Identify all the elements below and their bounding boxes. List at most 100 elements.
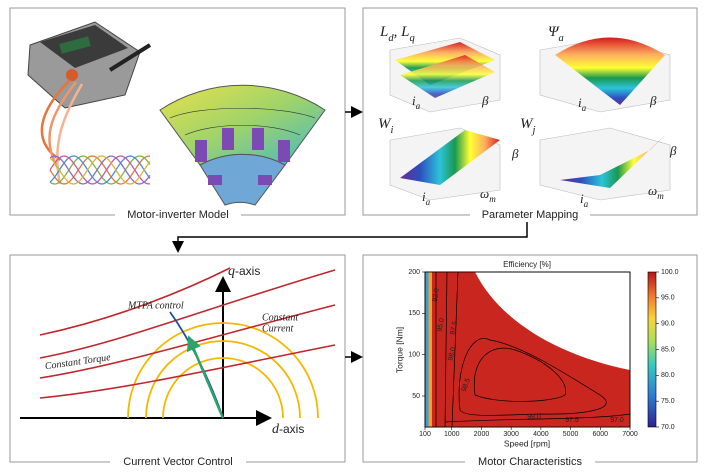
- surface: [400, 55, 495, 98]
- contour-line: [458, 338, 607, 416]
- colorbar-tick-label: 90.0: [661, 321, 675, 328]
- surface-title: Ψa: [548, 24, 564, 43]
- axis-label: q-axis: [228, 264, 260, 279]
- axis-label-part: -axis: [279, 422, 304, 436]
- current-circle: [162, 357, 284, 419]
- axis-label-part: a: [582, 103, 587, 113]
- waveform: [49, 155, 150, 185]
- inverter-cable: [108, 43, 152, 72]
- waveform: [49, 155, 151, 185]
- caption-background: [465, 455, 595, 469]
- axis-label-part: i: [580, 191, 584, 206]
- annotation: Constant: [262, 312, 298, 323]
- chart-title: Efficiency [%]: [503, 260, 551, 269]
- magnet: [258, 175, 272, 185]
- efficiency-region: [432, 272, 630, 427]
- axis-label-part: -axis: [235, 264, 260, 278]
- y-tick-label: 200: [408, 269, 420, 276]
- colorbar-tick-label: 100.0: [661, 269, 679, 276]
- efficiency-band: [425, 272, 429, 427]
- y-tick-label: 150: [408, 310, 420, 317]
- axis-label-part: a: [584, 199, 589, 209]
- colorbar: [647, 271, 657, 428]
- torque-curve: [39, 269, 336, 359]
- surface: [555, 37, 665, 105]
- current-vector: [186, 335, 225, 419]
- axis-label-part: β: [649, 93, 657, 108]
- contour-line: [473, 347, 566, 402]
- torque-curve: [39, 267, 231, 336]
- axis-label: ωm: [648, 183, 664, 201]
- contour-label: 98.0: [527, 414, 541, 421]
- surface-title-part: j: [531, 125, 536, 136]
- axis-label-part: i: [578, 95, 582, 110]
- axis-label-part: a: [426, 197, 431, 207]
- surface-title-part: L: [379, 24, 388, 40]
- flow-arrow: [172, 222, 528, 253]
- contour-label: 98.0: [447, 347, 457, 362]
- x-tick-label: 1000: [444, 431, 460, 438]
- colorbar-tick-label: 80.0: [661, 372, 675, 379]
- magnet: [278, 140, 290, 162]
- x-tick-label: 4000: [533, 431, 549, 438]
- axis-label-part: i: [412, 93, 416, 108]
- x-tick-label: 3000: [503, 431, 519, 438]
- current-circle: [127, 322, 319, 419]
- axis-label-part: m: [489, 194, 496, 204]
- caption: Motor-inverter Model: [127, 209, 228, 221]
- surface-title-part: d: [388, 33, 394, 44]
- contour-label: 95.0: [437, 318, 446, 333]
- surface-title-part: Ψ: [548, 24, 560, 40]
- x-axis-label: Speed [rpm]: [504, 438, 550, 448]
- phase-waveforms: [49, 155, 151, 185]
- axis-label-part: q: [228, 264, 235, 279]
- vector-diagram: [20, 267, 336, 426]
- magnet: [252, 128, 264, 150]
- contour-label: 97.0: [610, 417, 624, 424]
- inverter-illustration: [27, 21, 152, 185]
- magnet: [222, 128, 234, 150]
- axis-label-part: ω: [648, 183, 657, 198]
- surface: [400, 130, 500, 185]
- flux-line: [169, 108, 316, 136]
- surface-title: Wi: [378, 116, 394, 135]
- current-circle: [145, 340, 301, 419]
- axis-label: β: [481, 93, 489, 108]
- magnet: [208, 175, 222, 185]
- y-tick-label: 50: [412, 393, 420, 400]
- axis-label: β: [511, 146, 519, 161]
- axis-label: ia: [422, 189, 431, 207]
- caption-background: [110, 455, 246, 469]
- annotation: Current: [262, 323, 294, 334]
- surface-title-part: W: [520, 116, 534, 132]
- contour-label: 92.0: [432, 288, 441, 303]
- axis-label: ωm: [480, 186, 496, 204]
- magnet: [195, 140, 207, 162]
- surface-title-part: a: [559, 33, 564, 44]
- panel: [9, 254, 346, 463]
- plot-frame: [424, 271, 631, 428]
- motor-cross-section: [159, 84, 326, 206]
- x-tick-label: 2000: [474, 431, 490, 438]
- colorbar-tick-label: 95.0: [661, 295, 675, 302]
- waveform: [49, 155, 150, 185]
- inverter-module: [59, 36, 91, 54]
- torque-curve: [39, 344, 336, 399]
- axis-label-part: β: [669, 143, 677, 158]
- waveform: [49, 155, 151, 185]
- axis-label: β: [649, 93, 657, 108]
- efficiency-map: [424, 271, 657, 428]
- surface-title: Ld, Lq: [379, 24, 415, 43]
- caption-background: [115, 208, 241, 222]
- contour-label: 98.5: [461, 377, 472, 392]
- surface-title: Wj: [520, 116, 536, 135]
- annotation: MTPA control: [127, 300, 184, 311]
- inverter-connector: [66, 69, 78, 81]
- caption-background: [470, 208, 590, 222]
- waveform: [49, 155, 151, 185]
- axis-label-part: m: [657, 191, 664, 201]
- surface-title-part: i: [391, 125, 394, 136]
- contour-line: [444, 413, 631, 423]
- contour-line: [435, 271, 459, 428]
